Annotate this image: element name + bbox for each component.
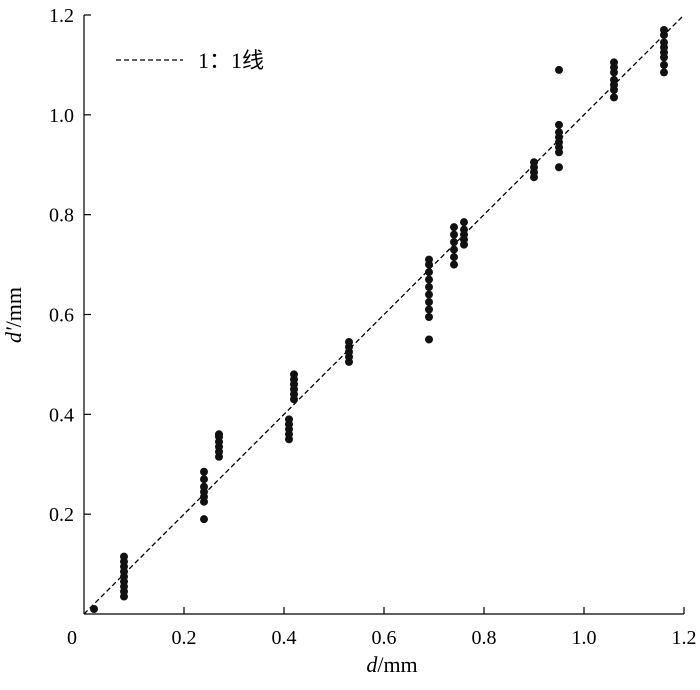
- x-tick-label: 0.4: [272, 627, 297, 649]
- data-point: [450, 245, 458, 254]
- x-tick-label: 1.0: [572, 627, 597, 649]
- data-point: [215, 430, 223, 439]
- x-tick-label: 0.6: [372, 627, 397, 649]
- data-point: [450, 260, 458, 269]
- data-points: [90, 25, 668, 614]
- y-axis-title-variable: d': [1, 327, 26, 343]
- data-point: [200, 515, 208, 524]
- data-point: [200, 467, 208, 476]
- data-point: [425, 275, 433, 284]
- data-point: [425, 290, 433, 299]
- data-point: [425, 298, 433, 307]
- y-axis-title: d'/mm: [1, 287, 26, 343]
- data-point: [555, 65, 563, 74]
- x-axis-title: d/mm: [366, 652, 417, 677]
- data-point: [610, 58, 618, 67]
- data-point: [200, 475, 208, 484]
- data-point: [290, 370, 298, 379]
- data-point: [90, 605, 98, 614]
- data-point: [555, 128, 563, 137]
- data-point: [555, 163, 563, 172]
- data-point: [425, 305, 433, 314]
- y-tick-label: 1.2: [49, 5, 74, 27]
- data-point: [660, 68, 668, 77]
- data-point: [555, 120, 563, 129]
- y-tick-label: 0.8: [49, 205, 74, 227]
- y-tick-label: 0.6: [49, 305, 74, 327]
- data-point: [425, 312, 433, 321]
- reference-line-layer: [83, 14, 685, 615]
- data-point: [610, 75, 618, 84]
- data-point: [660, 60, 668, 69]
- data-point: [460, 218, 468, 227]
- data-point: [450, 238, 458, 247]
- data-point: [660, 38, 668, 47]
- x-tick-label: 0.8: [472, 627, 497, 649]
- data-point: [200, 482, 208, 491]
- data-point: [345, 337, 353, 346]
- x-tick-label: 0.2: [172, 627, 197, 649]
- data-point: [460, 225, 468, 234]
- y-tick-label: 1.0: [49, 105, 74, 127]
- data-point: [450, 223, 458, 232]
- axes: 0 0.2 0.4 0.6 0.8 1.0 1.2 0.2 0.4 0.6 0.8 1.0 1.2: [49, 5, 697, 649]
- legend-label: 1：1线: [198, 48, 264, 73]
- legend: 1：1线: [116, 48, 264, 73]
- data-point: [450, 230, 458, 239]
- x-tick-label: 1.2: [672, 627, 697, 649]
- data-point: [425, 283, 433, 292]
- y-axis-title-unit: /mm: [1, 287, 26, 327]
- data-point: [660, 25, 668, 34]
- x-axis-title-unit: /mm: [377, 652, 417, 677]
- x-tick-label: 0: [67, 627, 77, 649]
- data-point: [425, 255, 433, 264]
- data-point: [425, 335, 433, 344]
- y-tick-label: 0.4: [49, 404, 74, 426]
- x-axis-title-variable: d: [366, 652, 378, 677]
- y-tick-label: 0.2: [49, 504, 74, 526]
- data-point: [530, 158, 538, 167]
- data-point: [610, 93, 618, 102]
- data-point: [425, 268, 433, 277]
- one-to-one-reference-line: [83, 14, 685, 615]
- data-point: [285, 415, 293, 424]
- data-point: [450, 253, 458, 262]
- data-point: [120, 552, 128, 561]
